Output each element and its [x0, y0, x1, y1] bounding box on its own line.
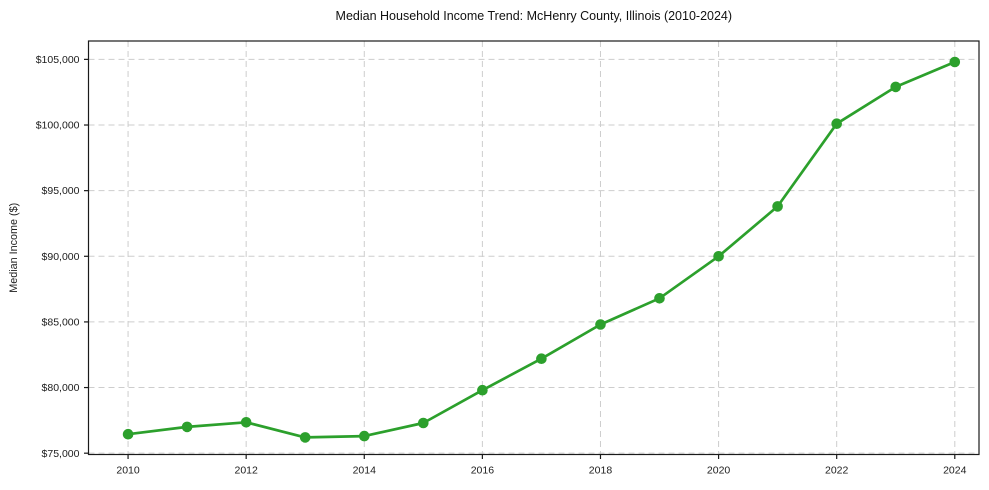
- x-tick-label: 2024: [943, 465, 967, 477]
- data-point: [713, 250, 724, 262]
- data-point: [890, 81, 901, 93]
- data-point: [181, 421, 193, 433]
- axes-layer: $75,000 $80,000 $85,000 $90,000 $95,000 $100,…: [36, 40, 980, 477]
- y-tick-label: $100,000: [36, 120, 80, 132]
- y-axis-title: Median Income ($): [8, 203, 20, 293]
- data-point: [240, 417, 252, 428]
- data-point: [595, 319, 606, 330]
- x-tick-label: 2016: [471, 465, 495, 477]
- data-point: [831, 118, 842, 129]
- data-point: [122, 428, 134, 440]
- y-tick-label: $85,000: [42, 317, 80, 329]
- data-point: [536, 353, 547, 365]
- chart-title: Median Household Income Trend: McHenry C…: [336, 9, 733, 23]
- y-tick-label: $95,000: [42, 185, 80, 197]
- grid-layer: [88, 41, 979, 455]
- data-point: [654, 293, 665, 304]
- x-tick-label: 2012: [234, 465, 258, 477]
- data-point: [949, 56, 961, 68]
- y-tick-label: $75,000: [42, 448, 80, 460]
- data-point: [477, 384, 488, 396]
- x-tick-label: 2020: [707, 465, 731, 477]
- data-point: [299, 432, 311, 443]
- data-point: [359, 430, 370, 442]
- y-tick-label: $105,000: [36, 54, 80, 66]
- series-layer: [122, 56, 961, 443]
- x-tick-label: 2018: [589, 465, 613, 477]
- x-tick-label: 2014: [353, 465, 377, 477]
- x-tick-label: 2010: [116, 465, 140, 477]
- series-line: [126, 60, 957, 439]
- plot-border: [87, 40, 980, 456]
- y-tick-label: $90,000: [42, 251, 80, 263]
- x-tick-label: 2022: [825, 465, 849, 477]
- data-point: [772, 201, 783, 212]
- y-tick-label: $80,000: [42, 382, 80, 394]
- data-point: [418, 417, 429, 429]
